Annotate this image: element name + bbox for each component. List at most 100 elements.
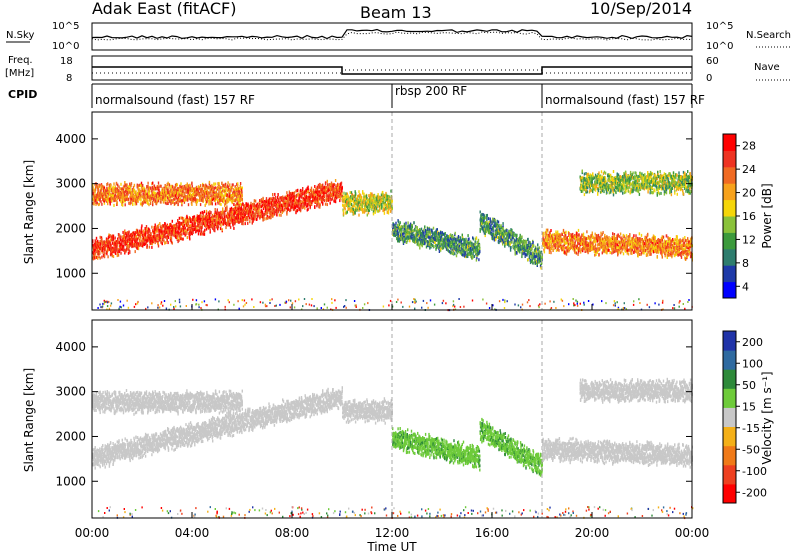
data-cell [165,194,168,198]
data-cell [306,198,308,202]
data-cell [383,208,386,212]
data-cell [192,224,195,228]
data-cell [116,246,118,250]
data-cell [208,215,211,219]
data-cell [289,200,292,204]
data-cell [331,197,333,201]
data-cell [148,203,150,207]
data-cell [324,190,326,194]
data-cell [126,231,128,235]
data-cell [233,203,235,206]
data-cell [177,240,179,244]
data-cell [334,198,336,202]
data-cell [309,196,311,200]
data-cell [219,227,222,231]
data-cell [266,215,268,218]
data-cell [93,202,95,206]
data-cell [257,205,260,208]
data-cell [262,207,265,211]
data-cell [126,189,128,193]
data-cell [318,191,321,195]
data-cell [222,222,225,226]
data-cell [181,221,183,225]
data-cell [215,210,217,214]
data-cell [217,211,220,215]
data-cell [174,227,176,231]
data-cell [227,223,229,227]
data-cell [114,248,116,252]
data-cell [141,224,143,228]
data-cell [209,210,211,214]
data-cell [154,223,156,227]
data-cell [216,208,218,212]
data-cell [177,236,179,240]
data-cell [205,216,207,220]
data-cell [319,186,321,190]
data-cell [320,184,323,188]
data-cell [207,222,209,226]
data-cell [285,194,288,198]
data-cell [113,199,115,203]
data-cell [286,201,288,205]
data-cell [212,222,214,226]
data-cell [238,207,240,211]
data-cell [322,190,324,194]
data-cell [264,209,267,212]
data-cell [240,213,242,217]
data-cell [121,241,123,245]
data-cell [269,216,271,220]
data-cell [314,199,316,203]
data-cell [128,201,130,205]
data-cell [144,236,146,240]
data-cell [440,247,442,251]
data-cell [252,211,255,215]
data-cell [304,194,307,198]
data-cell [144,242,147,246]
data-cell [164,235,167,239]
data-cell [179,230,181,234]
data-cell [200,232,203,236]
data-cell [93,199,96,203]
data-cell [210,192,212,195]
data-cell [185,224,188,228]
data-cell [103,247,105,251]
data-cell [177,230,179,234]
data-cell [102,254,105,257]
data-cell [197,217,199,221]
data-cell [441,237,443,241]
data-cell [174,224,177,228]
data-cell [277,193,279,197]
data-cell [319,190,321,194]
data-cell [329,195,331,199]
data-cell [217,223,219,227]
data-cell [312,192,315,196]
data-cell [320,188,322,192]
data-cell [321,190,323,194]
data-cell [292,192,294,196]
data-cell [318,205,320,209]
data-cell [240,203,243,207]
data-cell [216,221,218,225]
data-cell [280,196,282,200]
data-cell [246,208,248,212]
data-cell [151,242,153,246]
data-cell [286,212,288,216]
data-cell [252,202,254,206]
data-cell [276,213,278,217]
data-cell [237,220,240,224]
data-cell [417,241,420,245]
data-cell [372,194,374,198]
data-cell [358,190,360,194]
data-cell [275,209,278,213]
data-cell [302,192,304,196]
data-cell [237,216,240,220]
data-cell [322,201,324,205]
data-cell [363,192,365,196]
data-cell [237,184,239,187]
data-cell [109,190,111,194]
data-cell [272,203,274,207]
data-cell [454,231,456,235]
data-cell [269,205,272,209]
data-cell [111,199,113,203]
data-cell [302,197,305,201]
